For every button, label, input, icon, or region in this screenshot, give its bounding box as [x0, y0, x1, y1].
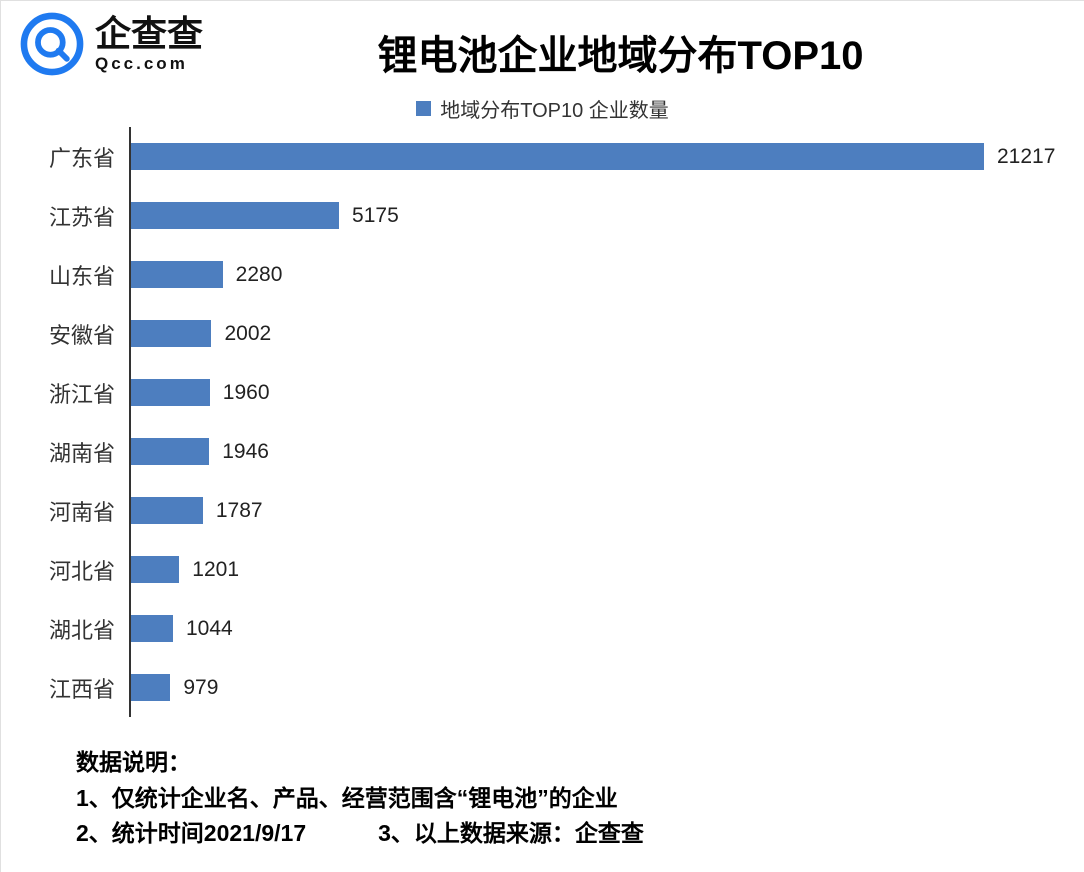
bar-value-label: 1044 — [185, 616, 233, 640]
bar-category-label: 江苏省 — [48, 204, 115, 230]
bar-area: 21217 — [129, 127, 1084, 186]
bar-category-label: 安徽省 — [48, 322, 115, 348]
bar-row: 广东省 21217 — [1, 127, 1084, 186]
bar — [131, 202, 340, 229]
bar-row: 安徽省 2002 — [1, 304, 1084, 363]
bar-row: 湖北省 1044 — [1, 599, 1084, 658]
header: 企查查 Qcc.com 锂电池企业地域分布TOP10 — [1, 1, 1084, 81]
qcc-logo: 企查查 Qcc.com — [19, 11, 203, 77]
bar-category-label: 湖北省 — [48, 617, 115, 643]
bar-row: 山东省 2280 — [1, 245, 1084, 304]
notes-heading: 数据说明： — [76, 749, 191, 775]
bar-row: 浙江省 1960 — [1, 363, 1084, 422]
bar-category-label: 河北省 — [48, 558, 115, 584]
bar-area: 1787 — [129, 481, 1084, 540]
bar-row: 湖南省 1946 — [1, 422, 1084, 481]
chart-title: 锂电池企业地域分布TOP10 — [377, 34, 864, 78]
bar — [131, 674, 171, 701]
notes-line1: 1、仅统计企业名、产品、经营范围含“锂电池”的企业 — [76, 784, 618, 811]
notes-line2b: 3、以上数据来源：企查查 — [378, 820, 644, 847]
bar-rows: 广东省 21217 江苏省 5175 山东省 2280 安徽省 2002 浙江省… — [1, 127, 1084, 717]
legend-label: 地域分布TOP10 企业数量 — [440, 99, 669, 122]
bar-category-label: 江西省 — [48, 676, 115, 702]
bar-area: 1946 — [129, 422, 1084, 481]
bar-value-label: 1201 — [192, 557, 239, 581]
notes-line2: 2、统计时间2021/9/17 3、以上数据来源：企查查 — [76, 816, 1084, 852]
chart-legend: 地域分布TOP10 企业数量 — [1, 95, 1084, 122]
bar-value-label: 2002 — [224, 321, 272, 345]
logo-text: 企查查 Qcc.com — [95, 15, 203, 73]
bar-row: 江西省 979 — [1, 658, 1084, 717]
brand-domain: Qcc.com — [95, 53, 188, 73]
bar-category-label: 湖南省 — [48, 440, 115, 466]
bar — [131, 438, 210, 465]
bar-category-label: 河南省 — [48, 499, 115, 525]
bar-value-label: 1960 — [222, 380, 270, 404]
bar — [131, 143, 984, 170]
bar-area: 1960 — [129, 363, 1084, 422]
bar-value-label: 1787 — [215, 498, 263, 522]
data-notes: 数据说明： 1、仅统计企业名、产品、经营范围含“锂电池”的企业 2、统计时间20… — [76, 745, 1084, 852]
legend-swatch — [416, 100, 432, 116]
bar-category-label: 广东省 — [48, 145, 115, 171]
bar — [131, 556, 180, 583]
bar-area: 2280 — [129, 245, 1084, 304]
bar-row: 河南省 1787 — [1, 481, 1084, 540]
bar — [131, 379, 210, 406]
bar — [131, 261, 223, 288]
bar-value-label: 979 — [183, 675, 219, 699]
bar-area: 1201 — [129, 540, 1084, 599]
bar-category-label: 山东省 — [48, 263, 115, 289]
bar-area: 2002 — [129, 304, 1084, 363]
bar-value-label: 2280 — [235, 262, 283, 286]
brand-name: 企查查 — [95, 13, 204, 55]
bar-area: 5175 — [129, 186, 1084, 245]
notes-line2a: 2、统计时间2021/9/17 — [76, 820, 307, 847]
bar-category-label: 浙江省 — [48, 381, 115, 407]
qcc-logo-icon — [20, 12, 84, 76]
bar-value-label: 5175 — [352, 203, 399, 227]
bar-row: 河北省 1201 — [1, 540, 1084, 599]
bar-row: 江苏省 5175 — [1, 186, 1084, 245]
bar-area: 979 — [129, 658, 1084, 717]
bar — [131, 497, 203, 524]
bar — [131, 320, 212, 347]
bar-chart: 广东省 21217 江苏省 5175 山东省 2280 安徽省 2002 浙江省… — [1, 127, 1084, 717]
bar-value-label: 1946 — [222, 439, 269, 463]
bar-area: 1044 — [129, 599, 1084, 658]
bar — [131, 615, 173, 642]
bar-value-label: 21217 — [997, 144, 1056, 168]
